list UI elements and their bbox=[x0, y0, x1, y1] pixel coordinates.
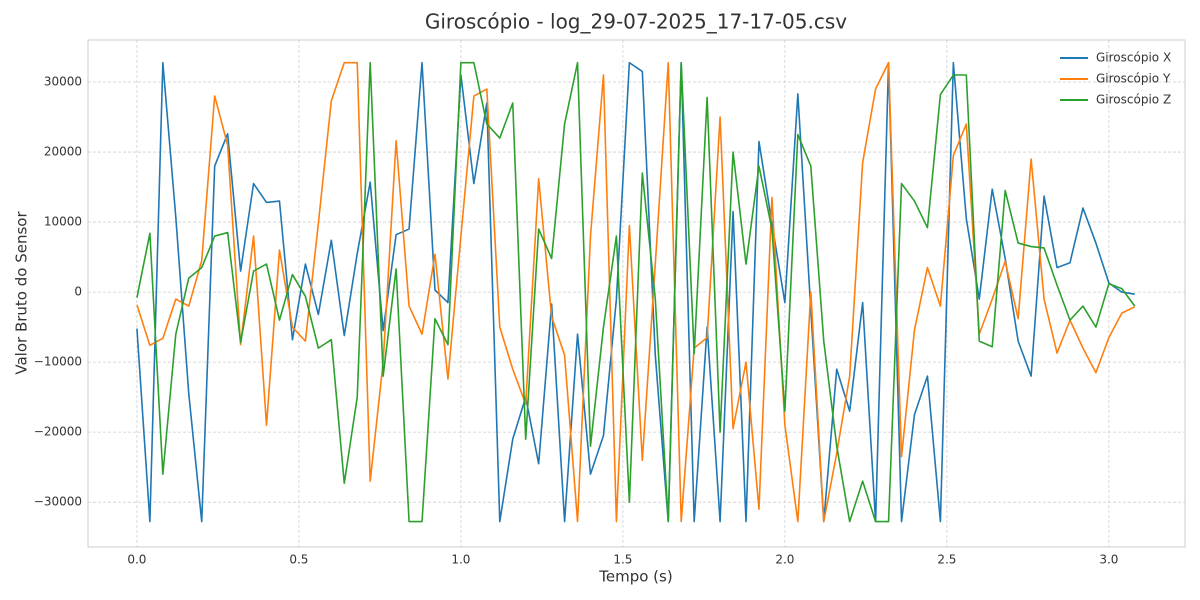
x-tick-label: 1.5 bbox=[613, 553, 632, 567]
legend-label: Giroscópio X bbox=[1096, 51, 1171, 65]
y-tick-label: −30000 bbox=[34, 495, 82, 509]
x-tick-label: 0.5 bbox=[289, 553, 308, 567]
y-tick-label: 20000 bbox=[44, 145, 82, 159]
x-axis-label: Tempo (s) bbox=[598, 568, 672, 586]
x-tick-label: 2.5 bbox=[937, 553, 956, 567]
x-tick-label: 3.0 bbox=[1099, 553, 1118, 567]
x-tick-label: 2.0 bbox=[775, 553, 794, 567]
y-tick-label: −20000 bbox=[34, 425, 82, 439]
chart-title: Giroscópio - log_29-07-2025_17-17-05.csv bbox=[425, 10, 847, 34]
y-tick-label: 0 bbox=[74, 285, 82, 299]
plot-frame bbox=[87, 39, 1186, 548]
legend-label: Giroscópio Y bbox=[1096, 72, 1171, 86]
y-tick-label: 30000 bbox=[44, 75, 82, 89]
x-tick-label: 1.0 bbox=[451, 553, 470, 567]
series-line bbox=[136, 61, 1135, 523]
legend-label: Giroscópio Z bbox=[1096, 93, 1171, 107]
y-axis-label: Valor Bruto do Sensor bbox=[13, 211, 31, 375]
y-tick-label: 10000 bbox=[44, 215, 82, 229]
y-tick-label: −10000 bbox=[34, 355, 82, 369]
series-line bbox=[136, 61, 1136, 523]
x-tick-label: 0.0 bbox=[127, 553, 146, 567]
